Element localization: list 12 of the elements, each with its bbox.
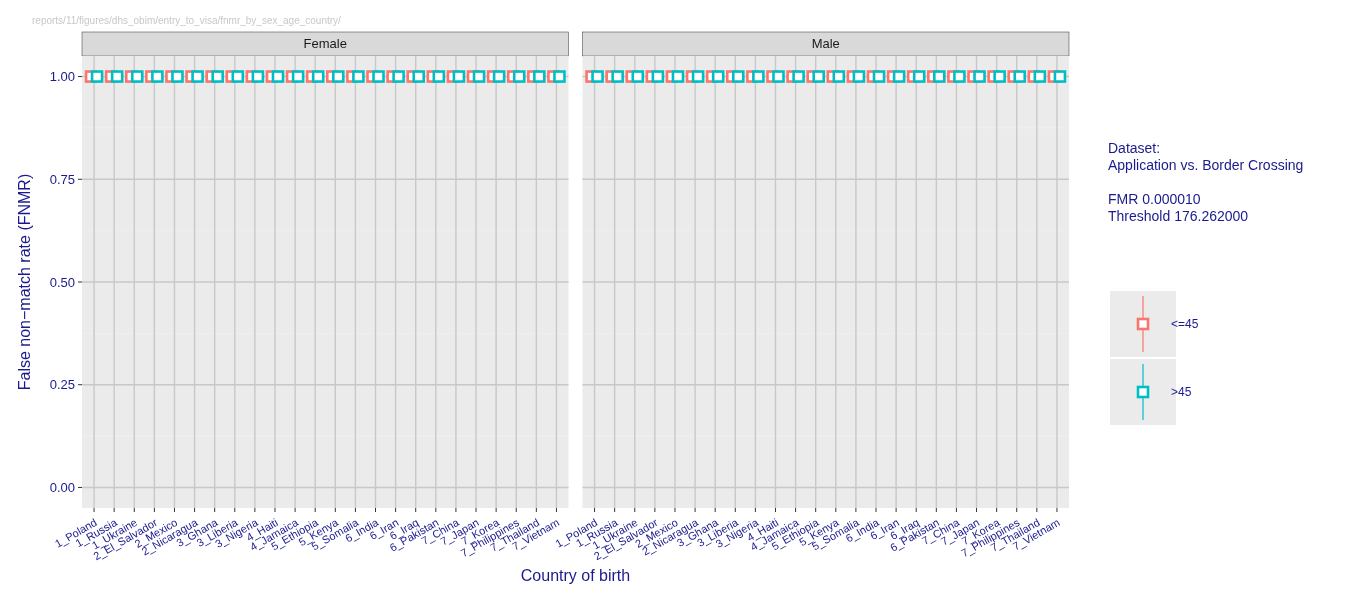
chart-title: Female: [303, 36, 347, 51]
text: Dataset: Application vs. Border Crossing FMR 0.000010 Threshold 176.262000: [1108, 140, 1304, 224]
y-tick-label: 0.75: [49, 171, 75, 187]
y-axis-title: False non−match rate (FNMR): [16, 173, 33, 391]
y-tick-label: 0.50: [49, 274, 75, 290]
y-tick-label: 0.25: [49, 377, 75, 393]
y-tick-label: 0.00: [49, 480, 75, 495]
y-tick-label: 1.00: [49, 69, 75, 85]
chart-title: Male: [811, 36, 840, 51]
legend-label: <=45: [1171, 317, 1199, 332]
legend-label: >45: [1171, 385, 1192, 400]
x-axis-title: Country of birth: [520, 567, 631, 584]
